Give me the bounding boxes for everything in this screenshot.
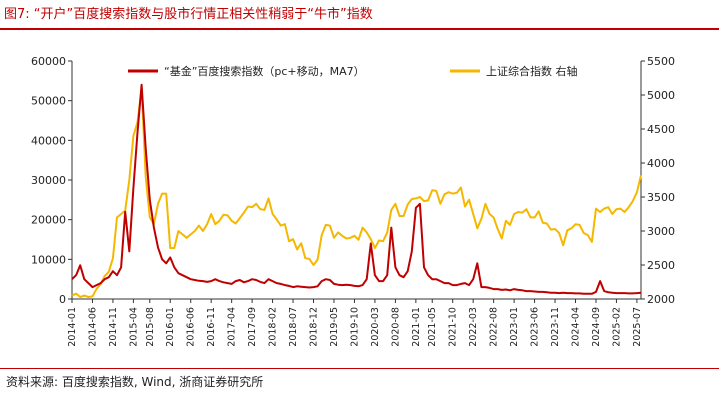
x-tick-label: 2023-01: [509, 307, 520, 347]
left-tick-label: 20000: [31, 214, 66, 227]
right-tick-label: 5000: [647, 89, 675, 102]
left-tick-label: 50000: [31, 95, 66, 108]
x-tick-label: 2018-12: [309, 307, 320, 347]
right-tick-label: 5500: [647, 55, 675, 68]
x-tick-label: 2016-11: [206, 307, 217, 347]
left-tick-label: 40000: [31, 134, 66, 147]
x-tick-label: 2018-02: [268, 307, 279, 347]
x-tick-label: 2018-07: [288, 307, 299, 347]
legend-item-shanghai-index-label: 上证综合指数 右轴: [486, 64, 578, 78]
right-tick-label: 4500: [647, 123, 675, 136]
x-tick-label: 2016-01: [165, 307, 176, 347]
legend-item-baidu-index-label: “基金”百度搜索指数（pc+移动，MA7）: [164, 64, 365, 78]
x-tick-label: 2014-06: [87, 307, 98, 347]
title-divider: [0, 28, 719, 30]
x-tick-label: 2017-04: [227, 307, 238, 347]
x-tick-label: 2016-06: [186, 307, 197, 347]
right-tick-label: 2000: [647, 293, 675, 306]
left-tick-label: 10000: [31, 253, 66, 266]
right-tick-label: 3000: [647, 225, 675, 238]
x-tick-label: 2022-03: [468, 307, 479, 347]
x-tick-label: 2014-11: [108, 307, 119, 347]
x-tick-label: 2022-08: [489, 307, 500, 347]
x-tick-label: 2025-07: [632, 307, 643, 347]
source-note: 资料来源: 百度搜索指数, Wind, 浙商证券研究所: [6, 375, 264, 389]
x-tick-label: 2023-11: [550, 307, 561, 347]
x-tick-label: 2024-04: [571, 307, 582, 347]
x-tick-label: 2020-03: [370, 307, 381, 347]
x-tick-label: 2021-05: [427, 307, 438, 347]
x-tick-label: 2025-02: [611, 307, 622, 347]
x-tick-label: 2024-09: [591, 307, 602, 347]
left-tick-label: 60000: [31, 55, 66, 68]
right-tick-label: 2500: [647, 259, 675, 272]
right-tick-label: 3500: [647, 191, 675, 204]
x-tick-label: 2017-09: [247, 307, 258, 347]
figure-title: 图7: “开户”百度搜索指数与股市行情正相关性稍弱于“牛市”指数: [4, 7, 373, 22]
left-tick-label: 0: [59, 293, 66, 306]
x-tick-label: 2015-08: [145, 307, 156, 347]
x-tick-label: 2015-04: [128, 307, 139, 347]
series-line-baidu-index: [71, 83, 642, 295]
x-tick-label: 2023-06: [530, 307, 541, 347]
series-lines: [71, 83, 642, 298]
x-tick-label: 2014-01: [67, 307, 78, 347]
x-tick-label: 2020-08: [390, 307, 401, 347]
x-tick-label: 2021-10: [448, 307, 459, 347]
right-tick-label: 4000: [647, 157, 675, 170]
series-line-shanghai-index: [71, 87, 642, 298]
dual-axis-line-chart: 0 10000 20000 30000 40000 50000 60000 2000 2500 3…: [31, 55, 675, 347]
left-tick-label: 30000: [31, 174, 66, 187]
axes: 0 10000 20000 30000 40000 50000 60000 2000 2500 3…: [31, 55, 675, 347]
x-tick-label: 2019-10: [349, 307, 360, 347]
source-divider: [0, 368, 719, 369]
x-tick-label: 2019-05: [329, 307, 340, 347]
legend: “基金”百度搜索指数（pc+移动，MA7） 上证综合指数 右轴: [128, 64, 578, 78]
x-tick-label: 2021-01: [411, 307, 422, 347]
